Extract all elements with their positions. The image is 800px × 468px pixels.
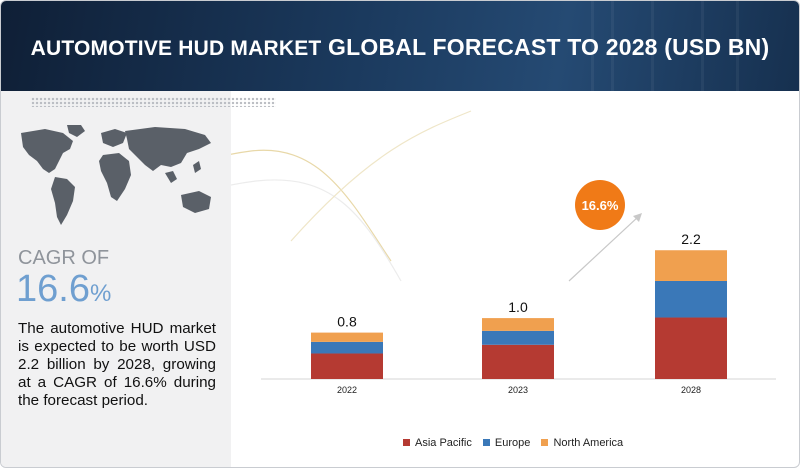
title-part-2: GLOBAL FORECAST TO 2028 (USD BN) [328, 34, 770, 60]
total-label-2022: 0.8 [337, 314, 357, 330]
cagr-value: 16.6% [16, 267, 111, 316]
cagr-label: CAGR OF [18, 247, 110, 269]
bar-segment-asia-pacific-2023 [482, 344, 554, 379]
cagr-number: 16.6 [16, 268, 90, 310]
bar-segment-north-america-2023 [482, 318, 554, 331]
cagr-bubble-text: 16.6% [582, 198, 619, 213]
stacked-bar-chart: 0.8 2022 1.0 2023 2.2 2028 16.6% [231, 110, 776, 395]
total-label-2023: 1.0 [508, 299, 528, 315]
cagr-bubble [575, 180, 625, 230]
bar-segment-north-america-2028 [655, 250, 727, 281]
cagr-annotation: 16.6% [568, 180, 642, 282]
market-description: The automotive HUD market is expected to… [18, 320, 216, 409]
bar-segment-europe-2022 [311, 341, 383, 354]
title-part-1: AUTOMOTIVE HUD MARKET [30, 37, 322, 60]
cagr-percent-sign: % [89, 280, 112, 307]
bar-segment-europe-2028 [655, 280, 727, 318]
legend-item-asia-pacific: Asia Pacific [403, 437, 472, 449]
page-title: AUTOMOTIVE HUD MARKET GLOBAL FORECAST TO… [1, 34, 799, 61]
bar-segment-north-america-2022 [311, 332, 383, 342]
x-tick-label-2022: 2022 [337, 385, 357, 395]
header-banner: AUTOMOTIVE HUD MARKET GLOBAL FORECAST TO… [1, 1, 799, 91]
total-label-2028: 2.2 [681, 231, 701, 247]
world-map-icon [21, 125, 211, 225]
legend-label: Europe [494, 437, 531, 449]
bar-segment-asia-pacific-2028 [655, 317, 727, 379]
bar-segment-asia-pacific-2022 [311, 353, 383, 379]
x-tick-label-2023: 2023 [508, 385, 528, 395]
dotted-divider [31, 97, 276, 107]
legend-item-europe: Europe [482, 437, 531, 449]
decorative-swooshes [231, 110, 472, 282]
legend-label: North America [553, 437, 624, 449]
legend-label: Asia Pacific [415, 437, 472, 449]
chart-legend: Asia Pacific Europe North America [403, 437, 631, 449]
legend-item-north-america: North America [541, 437, 623, 449]
x-tick-label-2028: 2028 [681, 385, 701, 395]
bar-segment-europe-2023 [482, 330, 554, 345]
